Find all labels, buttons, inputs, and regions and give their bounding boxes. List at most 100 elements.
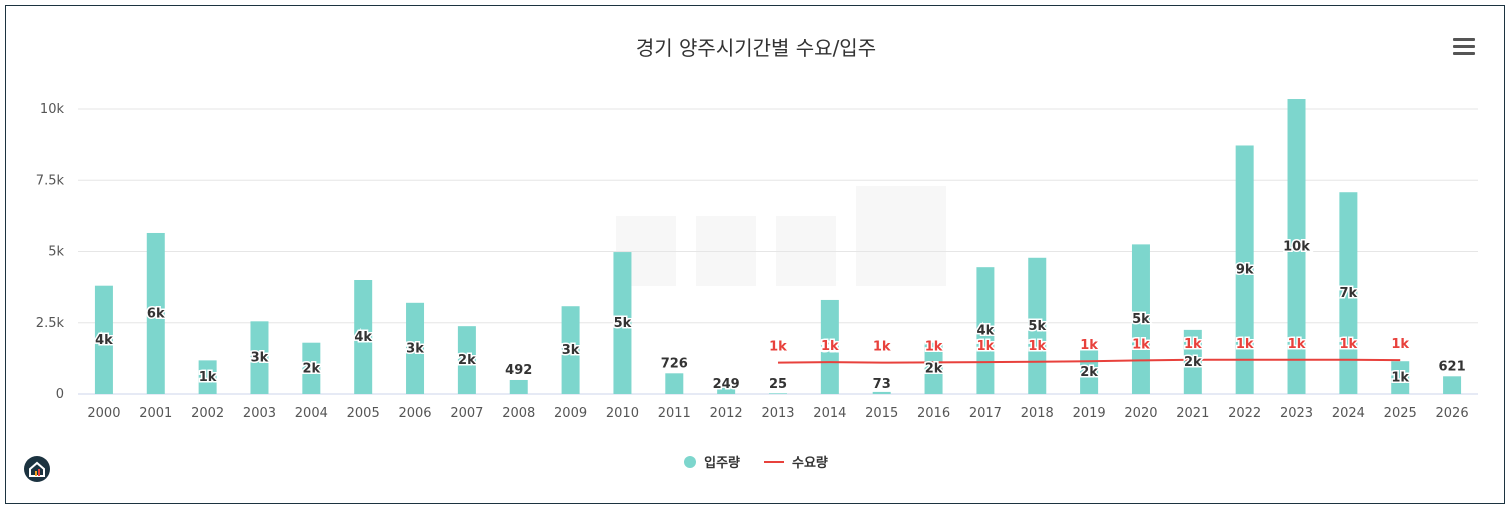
legend-item-supply[interactable]: 입주량 bbox=[684, 452, 740, 471]
bar bbox=[1235, 145, 1254, 394]
bar bbox=[1131, 244, 1150, 394]
bar bbox=[613, 252, 632, 394]
bar bbox=[1183, 329, 1202, 394]
bar bbox=[717, 386, 736, 394]
line-data-label: 1k bbox=[821, 339, 839, 354]
x-tick-label: 2011 bbox=[658, 406, 691, 421]
x-tick-label: 2009 bbox=[554, 406, 587, 421]
x-tick-label: 2024 bbox=[1332, 406, 1365, 421]
x-tick-label: 2013 bbox=[761, 406, 794, 421]
bar bbox=[302, 342, 321, 394]
bar-data-label: 2k bbox=[1184, 355, 1202, 370]
bar bbox=[250, 321, 269, 394]
bar-data-label: 621 bbox=[1439, 359, 1466, 374]
bar bbox=[820, 299, 839, 394]
legend-marker-circle-icon bbox=[684, 455, 697, 468]
x-tick-label: 2006 bbox=[398, 406, 431, 421]
bar-data-label: 5k bbox=[1132, 312, 1150, 327]
x-tick-label: 2001 bbox=[139, 406, 172, 421]
y-tick-label: 0 bbox=[56, 387, 64, 402]
bar bbox=[146, 232, 165, 394]
legend-label: 수요량 bbox=[792, 456, 828, 471]
bar-data-label: 492 bbox=[505, 363, 532, 378]
bar-data-label: 2k bbox=[925, 361, 943, 376]
x-tick-label: 2005 bbox=[347, 406, 380, 421]
x-tick-label: 2020 bbox=[1124, 406, 1157, 421]
bar bbox=[924, 342, 943, 394]
bar bbox=[1391, 361, 1410, 394]
x-tick-label: 2018 bbox=[1021, 406, 1054, 421]
bar-data-label: 726 bbox=[661, 356, 688, 371]
home-logo-icon[interactable] bbox=[24, 456, 50, 482]
line-data-label: 1k bbox=[1028, 339, 1046, 354]
bar-data-label: 5k bbox=[1028, 319, 1046, 334]
bar bbox=[769, 393, 787, 394]
line-data-label: 1k bbox=[1184, 337, 1202, 352]
legend-item-demand[interactable]: 수요량 bbox=[764, 452, 828, 471]
line-data-label: 1k bbox=[1288, 337, 1306, 352]
bar-data-label: 7k bbox=[1340, 286, 1358, 301]
line-data-label: 1k bbox=[1340, 337, 1358, 352]
y-tick-label: 2.5k bbox=[36, 316, 65, 331]
chart-frame: 경기 양주시기간별 수요/입주 0 2.5k 5k 7.5k 10k 4k 6k 1k 3k 2k… bbox=[5, 5, 1505, 504]
line-data-label: 1k bbox=[925, 339, 943, 354]
bar-data-label: 3k bbox=[251, 351, 269, 366]
line-data-label: 1k bbox=[769, 340, 787, 355]
bar bbox=[406, 302, 425, 394]
bar-data-label: 1k bbox=[1391, 371, 1409, 386]
x-tick-label: 2014 bbox=[813, 406, 846, 421]
bar bbox=[94, 285, 113, 394]
bar bbox=[198, 360, 217, 394]
bar bbox=[509, 379, 528, 394]
bar bbox=[457, 326, 476, 394]
legend-marker-line-icon bbox=[764, 460, 784, 463]
line-data-label: 1k bbox=[1236, 337, 1254, 352]
x-tick-label: 2023 bbox=[1280, 406, 1313, 421]
x-tick-label: 2008 bbox=[502, 406, 535, 421]
line-data-label: 1k bbox=[1391, 337, 1409, 352]
line-data-label: 1k bbox=[1132, 337, 1150, 352]
chart-plot: 02.5k5k7.5k10k4k6k1k3k2k4k3k2k4923k5k726… bbox=[36, 99, 1478, 421]
bar-data-label: 4k bbox=[95, 333, 113, 348]
x-tick-label: 2002 bbox=[191, 406, 224, 421]
bar-data-label: 25 bbox=[769, 377, 787, 392]
x-tick-label: 2025 bbox=[1384, 406, 1417, 421]
bar-data-label: 3k bbox=[821, 340, 839, 355]
bar-data-label: 4k bbox=[977, 324, 995, 339]
x-tick-label: 2007 bbox=[450, 406, 483, 421]
x-tick-label: 2000 bbox=[87, 406, 120, 421]
x-tick-label: 2026 bbox=[1436, 406, 1469, 421]
bar-data-label: 2k bbox=[458, 353, 476, 368]
bar-data-label: 73 bbox=[873, 377, 891, 392]
x-tick-label: 2015 bbox=[865, 406, 898, 421]
chart-legend: 입주량 수요량 bbox=[6, 452, 1506, 471]
line-data-label: 1k bbox=[873, 340, 891, 355]
bar-data-label: 5k bbox=[614, 316, 632, 331]
x-tick-label: 2004 bbox=[295, 406, 328, 421]
line-data-label: 1k bbox=[1080, 338, 1098, 353]
bar bbox=[1443, 376, 1462, 394]
bar-data-label: 10k bbox=[1283, 240, 1310, 255]
x-tick-label: 2021 bbox=[1176, 406, 1209, 421]
bar-data-label: 6k bbox=[147, 306, 165, 321]
bar-data-label: 2k bbox=[302, 361, 320, 376]
bar bbox=[561, 306, 580, 394]
bar-data-label: 3k bbox=[406, 341, 424, 356]
bar bbox=[1028, 257, 1047, 394]
x-tick-label: 2012 bbox=[710, 406, 743, 421]
y-tick-label: 5k bbox=[48, 245, 64, 260]
demand-line bbox=[777, 358, 1401, 364]
bar bbox=[872, 391, 891, 394]
bar-data-label: 4k bbox=[354, 330, 372, 345]
bar-data-label: 1k bbox=[199, 370, 217, 385]
line-data-label: 1k bbox=[977, 339, 995, 354]
bar bbox=[1339, 192, 1358, 394]
bar-data-label: 3k bbox=[562, 343, 580, 358]
bar-data-label: 2k bbox=[1080, 365, 1098, 380]
hamburger-menu-icon[interactable] bbox=[1453, 38, 1475, 58]
x-tick-label: 2019 bbox=[1073, 406, 1106, 421]
x-tick-label: 2022 bbox=[1228, 406, 1261, 421]
bar-data-label: 9k bbox=[1236, 263, 1254, 278]
y-tick-label: 7.5k bbox=[36, 173, 65, 188]
x-tick-label: 2010 bbox=[606, 406, 639, 421]
